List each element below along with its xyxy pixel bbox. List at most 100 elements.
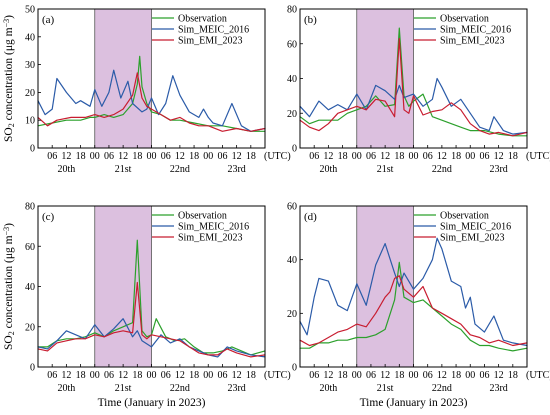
day-label: 20th xyxy=(319,164,337,175)
day-label: 21st xyxy=(377,383,394,394)
x-tick-label: 06 xyxy=(366,151,376,162)
series-line-emi xyxy=(37,281,266,358)
y-axis-label-part: 2 xyxy=(7,331,16,335)
y-tick-label: 60 xyxy=(25,242,35,253)
legend-label: Sim_MEIC_2016 xyxy=(440,25,511,36)
panel-label: (d) xyxy=(304,211,317,223)
series-line-emi xyxy=(299,37,528,137)
y-tick-label: 40 xyxy=(287,255,297,266)
chart-panel-a: 0 10 20 30 40 50 06 12 18 00 06 12 18 00 06 12 18 00 06 12 1… xyxy=(2,5,291,176)
x-tick-label: 06 xyxy=(423,370,433,381)
x-tick-label: 06 xyxy=(479,151,489,162)
x-tick-label: 00 xyxy=(465,370,475,381)
x-tick-label: 00 xyxy=(352,370,362,381)
x-tick-label: 12 xyxy=(61,151,71,162)
legend-label: Sim_EMI_2023 xyxy=(178,233,242,244)
x-tick-label: 06 xyxy=(309,151,319,162)
x-tick-label: 06 xyxy=(217,370,227,381)
x-tick-label: 06 xyxy=(309,370,319,381)
series-line-emi xyxy=(37,72,266,132)
x-tick-label: 12 xyxy=(494,151,504,162)
x-tick-label: 06 xyxy=(217,151,227,162)
x-tick-label: 18 xyxy=(76,370,86,381)
legend-label: Sim_EMI_2023 xyxy=(178,36,242,47)
legend-label: Observation xyxy=(440,211,489,222)
chart-panel-d: 0 20 40 60 06 12 18 00 06 12 18 00 06 12 18 00 06 12 18 (UT… xyxy=(287,202,550,410)
x-tick-label: 18 xyxy=(189,151,199,162)
x-tick-label: 00 xyxy=(352,151,362,162)
x-axis-label: Time (January in 2023) xyxy=(98,397,206,409)
highlight-band xyxy=(94,206,152,367)
highlight-band xyxy=(94,9,152,148)
day-label: 20th xyxy=(319,383,337,394)
x-tick-label: 00 xyxy=(90,151,100,162)
x-tick-label: 06 xyxy=(104,151,114,162)
day-label: 22nd xyxy=(170,164,190,175)
day-label: 23rd xyxy=(489,164,507,175)
x-tick-label: 12 xyxy=(118,370,128,381)
utc-label: (UTC) xyxy=(264,370,291,381)
y-tick-label: 50 xyxy=(25,5,35,16)
x-tick-label: 18 xyxy=(132,370,142,381)
x-tick-label: 06 xyxy=(479,370,489,381)
y-axis-label-part: SO xyxy=(3,127,15,142)
y-tick-label: 40 xyxy=(287,74,297,85)
x-tick-label: 06 xyxy=(161,151,171,162)
y-tick-label: 20 xyxy=(287,309,297,320)
legend-label: Sim_EMI_2023 xyxy=(440,233,504,244)
x-tick-label: 00 xyxy=(147,370,157,381)
x-tick-label: 18 xyxy=(338,370,348,381)
x-tick-label: 06 xyxy=(161,370,171,381)
x-tick-label: 12 xyxy=(494,370,504,381)
day-label: 21st xyxy=(377,164,394,175)
x-tick-label: 00 xyxy=(203,370,213,381)
x-tick-label: 18 xyxy=(76,151,86,162)
y-axis-label-part: concentration (μg m xyxy=(3,235,15,331)
x-tick-label: 00 xyxy=(203,151,213,162)
series-line-meic xyxy=(37,69,266,132)
y-axis-label-part: −3 xyxy=(2,227,11,236)
x-tick-label: 06 xyxy=(104,370,114,381)
y-axis-label-part: concentration (μg m xyxy=(3,27,15,123)
x-tick-label: 06 xyxy=(47,151,57,162)
y-tick-label: 0 xyxy=(292,144,297,155)
x-tick-label: 12 xyxy=(437,151,447,162)
x-tick-label: 00 xyxy=(409,151,419,162)
legend-label: Observation xyxy=(178,211,227,222)
panel-label: (a) xyxy=(42,14,55,26)
y-tick-label: 20 xyxy=(25,88,35,99)
panel-label: (b) xyxy=(304,14,317,26)
x-tick-label: 18 xyxy=(394,370,404,381)
legend-label: Sim_MEIC_2016 xyxy=(178,222,249,233)
day-label: 22nd xyxy=(170,383,190,394)
series-line-meic xyxy=(299,237,528,347)
series-line-meic xyxy=(37,318,266,358)
day-label: 22nd xyxy=(432,383,452,394)
x-tick-label: 18 xyxy=(338,151,348,162)
y-tick-label: 40 xyxy=(25,32,35,43)
x-tick-label: 18 xyxy=(189,370,199,381)
y-tick-label: 0 xyxy=(30,144,35,155)
x-tick-label: 12 xyxy=(437,370,447,381)
x-tick-label: 06 xyxy=(366,370,376,381)
x-tick-label: 12 xyxy=(232,370,242,381)
x-tick-label: 18 xyxy=(508,370,518,381)
y-axis-label-part: ) xyxy=(3,223,15,227)
x-tick-label: 18 xyxy=(246,151,256,162)
x-tick-label: 12 xyxy=(323,151,333,162)
series-line-observation xyxy=(37,55,266,132)
series-line-emi xyxy=(299,275,528,347)
y-tick-label: 20 xyxy=(25,322,35,333)
x-axis-label: Time (January in 2023) xyxy=(360,397,468,409)
y-tick-label: 60 xyxy=(287,39,297,50)
chart-panel-c: 0 20 40 60 80 06 12 18 00 06 12 18 00 06 12 18 00 06 12 18 (… xyxy=(2,202,291,410)
y-tick-label: 80 xyxy=(287,5,297,16)
highlight-band xyxy=(356,9,414,148)
chart-panel-b: 0 20 40 60 80 06 12 18 00 06 12 18 00 06 12 18 00 06 12 18 (… xyxy=(287,5,550,176)
series-line-observation xyxy=(299,27,528,137)
x-tick-label: 12 xyxy=(380,370,390,381)
x-tick-label: 12 xyxy=(118,151,128,162)
